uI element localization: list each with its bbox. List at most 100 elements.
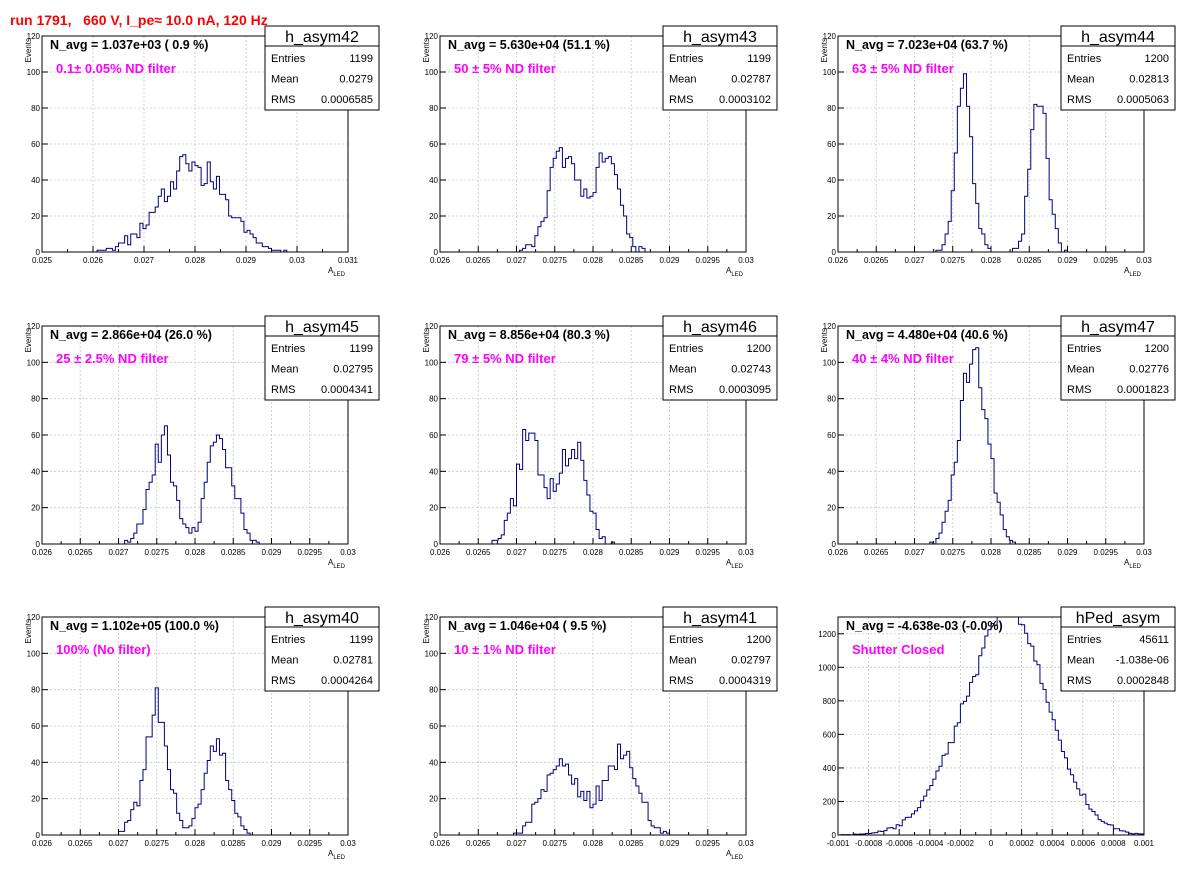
stats-value-mean: -1.038e-06 <box>1116 655 1169 667</box>
x-tick-label: 0.026 <box>430 839 451 848</box>
histogram-name: h_asym40 <box>285 610 359 627</box>
x-axis-label: ALED <box>328 266 346 278</box>
y-tick-label: 400 <box>823 764 837 773</box>
y-tick-label: 0 <box>832 831 837 840</box>
n-avg-label: N_avg = 1.046e+04 ( 9.5 %) <box>448 619 606 633</box>
y-tick-label: 800 <box>823 697 837 706</box>
y-tick-label: 100 <box>425 68 439 77</box>
x-tick-label: 0.0285 <box>619 548 644 557</box>
y-tick-label: 60 <box>429 431 438 440</box>
histogram-panel: 0.026 0.0265 0.027 0.0275 0.028 0.0285 0.029 0.… <box>24 606 380 861</box>
x-tick-label: 0.031 <box>338 256 359 265</box>
histogram-panel: 0.026 0.0265 0.027 0.0275 0.028 0.0285 0.029 0.… <box>422 25 778 278</box>
y-tick-label: 40 <box>429 758 438 767</box>
x-tick-label: 0.029 <box>261 839 282 848</box>
y-axis-label: Events <box>820 38 829 62</box>
x-tick-label: 0.03 <box>340 839 356 848</box>
stats-value-mean: 0.02781 <box>333 655 373 667</box>
y-tick-label: 80 <box>827 104 836 113</box>
x-tick-label: 0.028 <box>185 839 206 848</box>
histogram-name: h_asym44 <box>1081 29 1155 46</box>
x-tick-label: 0.026 <box>828 548 849 557</box>
x-tick-label: 0.026 <box>83 256 104 265</box>
filter-label: 100% (No filter) <box>56 642 151 657</box>
y-tick-label: 60 <box>827 431 836 440</box>
stats-label-entries: Entries <box>669 343 704 355</box>
stats-value-mean: 0.02797 <box>731 655 771 667</box>
x-tick-label: 0.027 <box>506 548 527 557</box>
stats-value-rms: 0.0004319 <box>719 675 771 687</box>
x-tick-label: 0.03 <box>1136 256 1152 265</box>
histogram-panel: 0.025 0.026 0.027 0.028 0.029 0.03 0.031 0 20 40 6… <box>24 25 380 278</box>
stats-label-mean: Mean <box>271 364 299 376</box>
x-tick-label: 0.026 <box>430 256 451 265</box>
stats-value-rms: 0.0005063 <box>1117 94 1169 106</box>
x-axis-label: ALED <box>726 849 744 861</box>
stats-value-rms: 0.0004341 <box>321 384 373 396</box>
x-tick-label: 0.0275 <box>543 839 568 848</box>
y-tick-label: 600 <box>823 730 837 739</box>
stats-label-entries: Entries <box>1067 343 1102 355</box>
filter-label: 63 ± 5% ND filter <box>852 61 954 76</box>
x-tick-label: 0.03 <box>340 548 356 557</box>
x-tick-label: 0.0295 <box>298 548 323 557</box>
stats-label-entries: Entries <box>1067 634 1102 646</box>
histogram-name: hPed_asym <box>1076 610 1161 627</box>
x-tick-label: 0.0295 <box>298 839 323 848</box>
n-avg-label: N_avg = 8.856e+04 (80.3 %) <box>448 328 610 342</box>
y-tick-label: 0 <box>434 248 439 257</box>
histogram-name: h_asym45 <box>285 319 359 336</box>
y-tick-label: 80 <box>827 395 836 404</box>
filter-label: 50 ± 5% ND filter <box>454 61 556 76</box>
y-tick-label: 100 <box>27 68 41 77</box>
x-tick-label: 0.026 <box>828 256 849 265</box>
x-tick-label: -0.0006 <box>886 839 914 848</box>
y-axis-label: Events <box>820 328 829 352</box>
y-tick-label: 120 <box>27 32 41 41</box>
stats-label-rms: RMS <box>669 94 693 106</box>
y-tick-label: 60 <box>827 140 836 149</box>
x-tick-label: 0.0008 <box>1101 839 1126 848</box>
x-tick-label: 0.028 <box>981 256 1002 265</box>
y-tick-label: 100 <box>27 358 41 367</box>
stats-value-mean: 0.02776 <box>1129 364 1169 376</box>
x-tick-label: 0.0275 <box>145 839 170 848</box>
stats-label-entries: Entries <box>669 53 704 65</box>
y-tick-label: 60 <box>429 140 438 149</box>
x-tick-label: 0.0275 <box>543 548 568 557</box>
x-tick-label: 0.0295 <box>696 839 721 848</box>
x-tick-label: 0.026 <box>430 548 451 557</box>
stats-box <box>662 315 778 401</box>
n-avg-label: N_avg = 7.023e+04 (63.7 %) <box>846 38 1008 52</box>
x-axis-label: ALED <box>1124 558 1142 570</box>
n-avg-label: N_avg = 1.037e+03 ( 0.9 %) <box>50 38 208 52</box>
y-tick-label: 20 <box>31 795 40 804</box>
x-tick-label: 0.029 <box>1057 548 1078 557</box>
x-tick-label: 0.0265 <box>864 548 889 557</box>
y-tick-label: 60 <box>31 140 40 149</box>
y-tick-label: 20 <box>827 504 836 513</box>
x-tick-label: 0.027 <box>904 548 925 557</box>
y-tick-label: 80 <box>31 686 40 695</box>
y-tick-label: 80 <box>429 104 438 113</box>
histogram-panel: 0.026 0.0265 0.027 0.0275 0.028 0.0285 0.029 0.… <box>820 315 1176 570</box>
y-tick-label: 0 <box>832 248 837 257</box>
stats-value-entries: 1200 <box>1145 53 1169 65</box>
y-tick-label: 40 <box>31 758 40 767</box>
y-tick-label: 40 <box>429 176 438 185</box>
x-tick-label: 0.029 <box>236 256 257 265</box>
y-tick-label: 200 <box>823 797 837 806</box>
stats-value-rms: 0.0003102 <box>719 94 771 106</box>
y-tick-label: 20 <box>429 212 438 221</box>
x-tick-label: 0.0295 <box>1094 548 1119 557</box>
filter-label: 79 ± 5% ND filter <box>454 351 556 366</box>
y-tick-label: 20 <box>31 212 40 221</box>
y-tick-label: 80 <box>429 395 438 404</box>
histogram-name: h_asym42 <box>285 29 359 46</box>
stats-label-rms: RMS <box>669 384 693 396</box>
x-tick-label: 0.03 <box>1136 548 1152 557</box>
n-avg-label: N_avg = 5.630e+04 (51.1 %) <box>448 38 610 52</box>
stats-label-entries: Entries <box>1067 53 1102 65</box>
x-tick-label: 0.0265 <box>466 256 491 265</box>
stats-value-rms: 0.0002848 <box>1117 675 1169 687</box>
